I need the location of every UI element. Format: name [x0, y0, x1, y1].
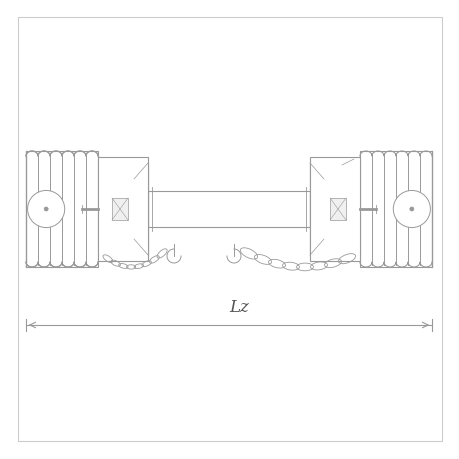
Circle shape	[409, 207, 413, 212]
Circle shape	[44, 207, 48, 212]
Circle shape	[28, 191, 65, 228]
Bar	[148, 191, 309, 228]
Circle shape	[392, 191, 430, 228]
Bar	[359, 151, 431, 268]
Bar	[98, 157, 148, 262]
Bar	[309, 157, 359, 262]
Bar	[329, 199, 345, 220]
Bar	[26, 151, 98, 268]
Bar	[112, 199, 128, 220]
Text: Lz: Lz	[229, 298, 248, 315]
